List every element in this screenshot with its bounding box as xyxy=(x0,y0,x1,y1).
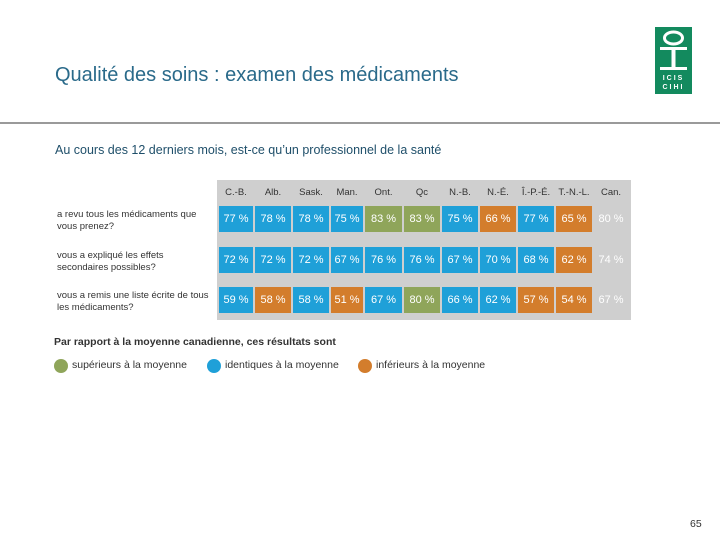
legend-swatch-icon xyxy=(207,359,221,373)
column-header: N.-B. xyxy=(449,187,471,198)
table-cell: 83 % xyxy=(404,206,440,232)
table-cell: 80 % xyxy=(404,287,440,313)
table-cell: 76 % xyxy=(365,247,402,273)
table-cell: 58 % xyxy=(293,287,329,313)
table-cell: 66 % xyxy=(480,206,516,232)
table-cell: 77 % xyxy=(518,206,554,232)
table-cell: 77 % xyxy=(219,206,253,232)
table-cell: 67 % xyxy=(365,287,402,313)
logo-text-cihi: CIHI xyxy=(662,84,685,91)
table-cell: 80 % xyxy=(598,213,624,225)
legend-swatch-icon xyxy=(54,359,68,373)
column-header: Qc xyxy=(415,187,429,198)
table-cell: 72 % xyxy=(255,247,291,273)
table-cell: 66 % xyxy=(442,287,478,313)
column-header: Î.-P.-É. xyxy=(521,187,551,198)
header-divider xyxy=(0,122,720,124)
table-cell: 75 % xyxy=(331,206,363,232)
legend-title: Par rapport à la moyenne canadienne, ces… xyxy=(54,336,336,348)
table-cell: 57 % xyxy=(518,287,554,313)
table-cell: 54 % xyxy=(556,287,592,313)
table-cell: 75 % xyxy=(442,206,478,232)
table-cell: 74 % xyxy=(598,254,624,266)
column-header: C.-B. xyxy=(225,187,247,198)
table-cell: 62 % xyxy=(556,247,592,273)
survey-question: Au cours des 12 derniers mois, est-ce qu… xyxy=(55,143,442,157)
table-cell: 67 % xyxy=(331,247,363,273)
table-cell: 78 % xyxy=(293,206,329,232)
column-header: T.-N.-L. xyxy=(558,187,590,198)
table-cell: 83 % xyxy=(365,206,402,232)
legend-label: identiques à la moyenne xyxy=(225,359,339,371)
table-cell: 70 % xyxy=(480,247,516,273)
table-cell: 67 % xyxy=(598,294,624,306)
table-cell: 68 % xyxy=(518,247,554,273)
column-header: Ont. xyxy=(374,187,393,198)
page-number: 65 xyxy=(690,518,702,530)
logo-emblem-icon xyxy=(660,30,687,70)
row-label: a revu tous les médicaments que vous pre… xyxy=(57,209,197,232)
column-header: Man. xyxy=(336,187,358,198)
column-header: Alb. xyxy=(264,187,282,198)
table-cell: 72 % xyxy=(219,247,253,273)
table-cell: 59 % xyxy=(219,287,253,313)
legend-swatch-icon xyxy=(358,359,372,373)
row-label: vous a expliqué les effets secondaires p… xyxy=(57,250,164,273)
slide-title: Qualité des soins : examen des médicamen… xyxy=(55,64,459,86)
table-cell: 67 % xyxy=(442,247,478,273)
table-cell: 72 % xyxy=(293,247,329,273)
legend-label: supérieurs à la moyenne xyxy=(72,359,187,371)
column-header: N.-É. xyxy=(487,187,509,198)
table-cell: 58 % xyxy=(255,287,291,313)
row-label: vous a remis une liste écrite de tous le… xyxy=(57,290,209,313)
logo-text-icis: ICIS xyxy=(662,75,685,82)
column-header: Can. xyxy=(600,187,622,198)
table-cell: 78 % xyxy=(255,206,291,232)
table-cell: 76 % xyxy=(404,247,440,273)
column-header: Sask. xyxy=(299,187,323,198)
cihi-logo: ICIS CIHI xyxy=(655,27,692,94)
table-cell: 62 % xyxy=(480,287,516,313)
table-cell: 51 % xyxy=(331,287,363,313)
table-cell: 65 % xyxy=(556,206,592,232)
legend-label: inférieurs à la moyenne xyxy=(376,359,486,371)
